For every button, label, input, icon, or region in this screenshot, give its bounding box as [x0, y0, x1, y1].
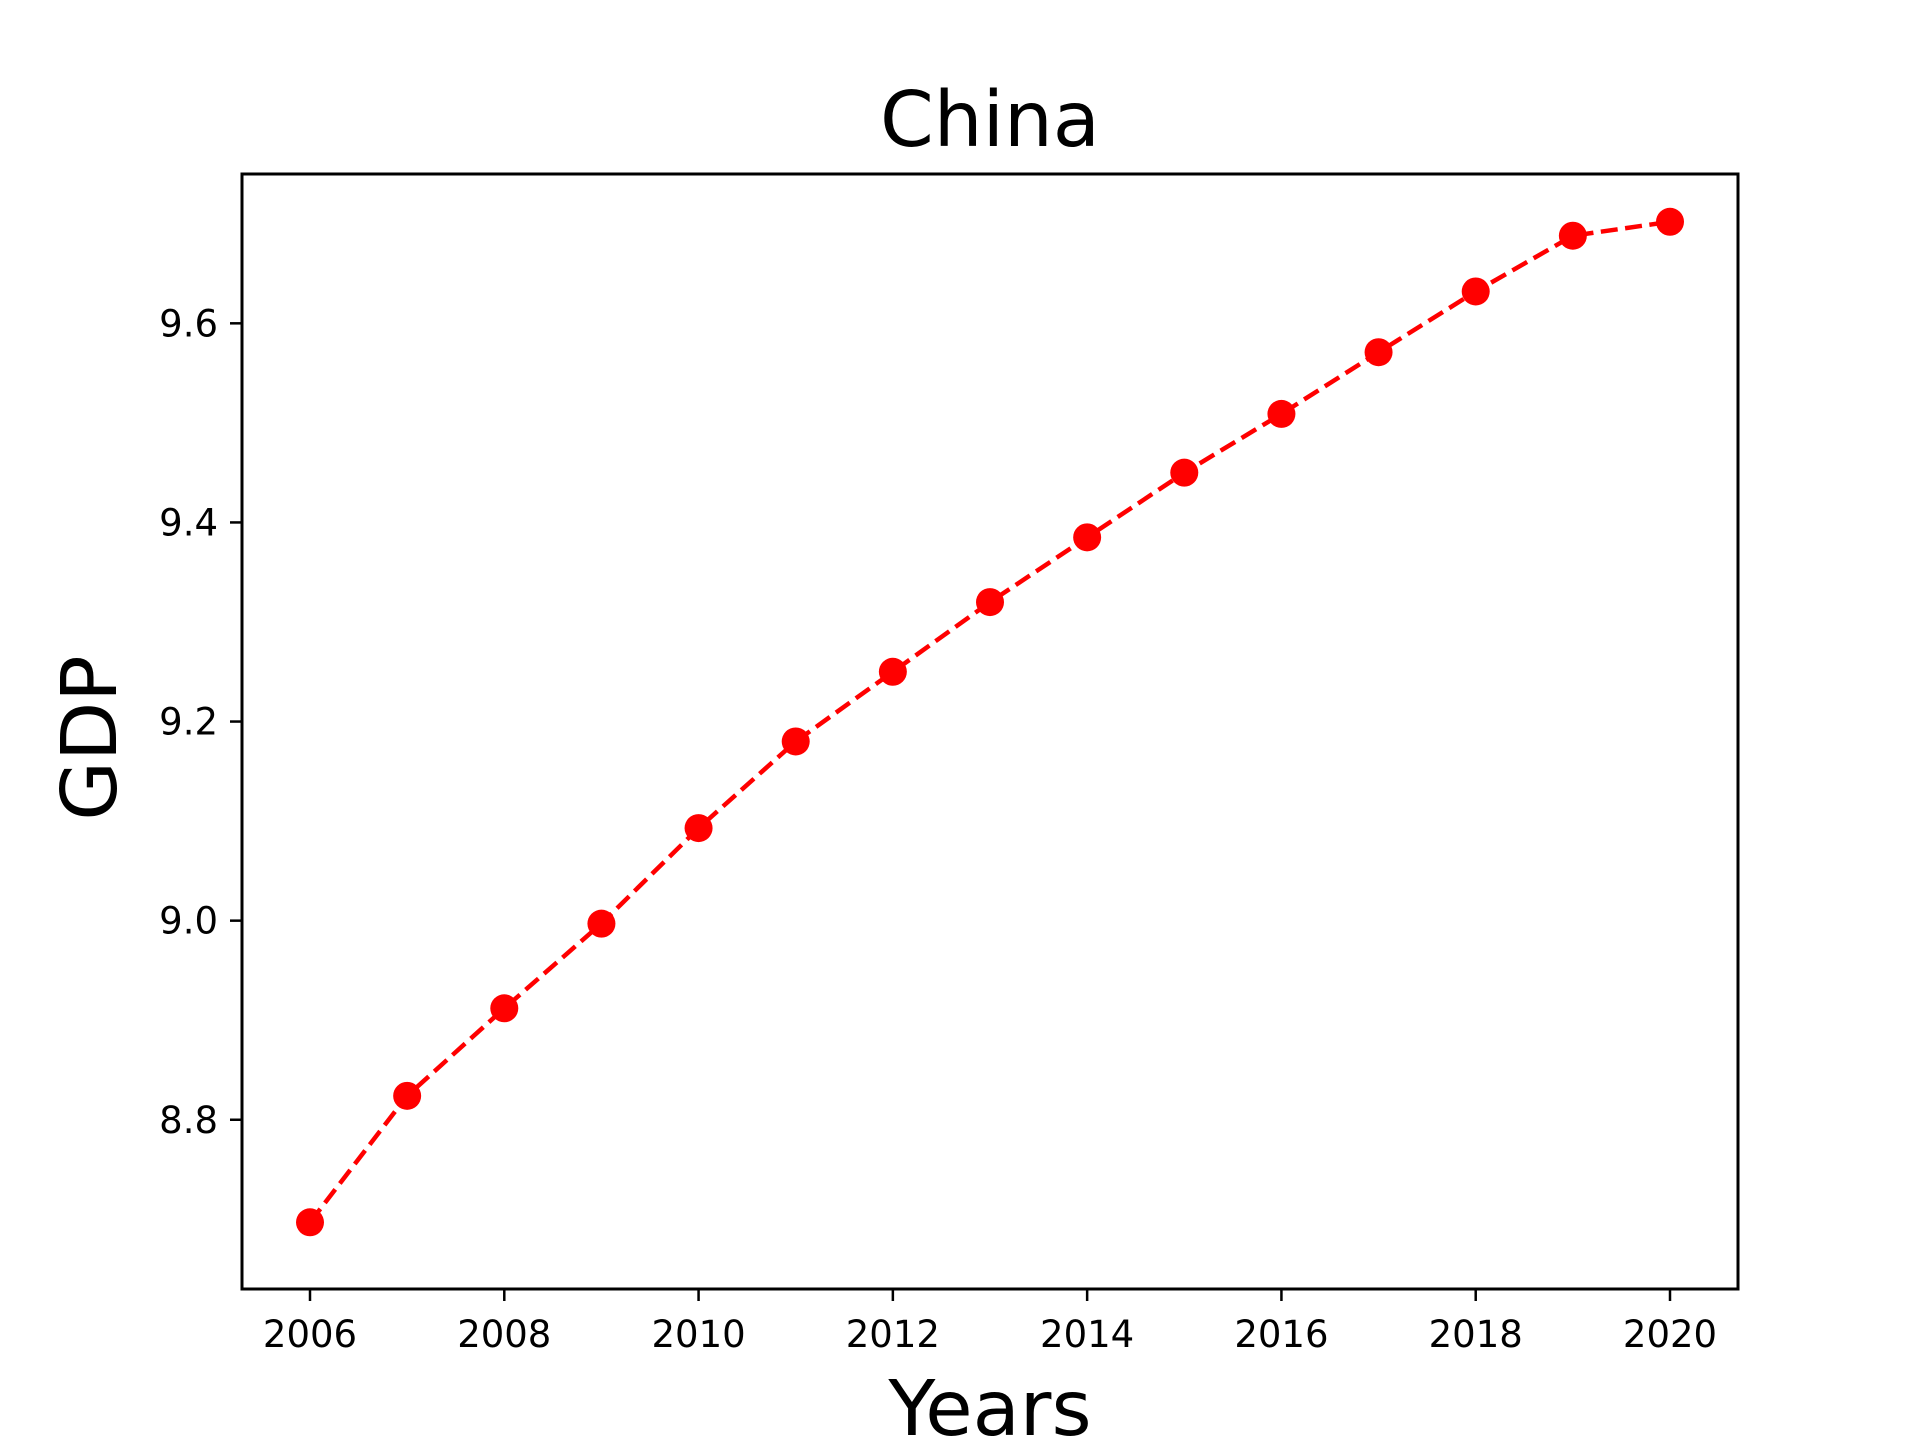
- chart-title: China: [880, 76, 1100, 165]
- x-axis: 2006 2008 2010 2012 2014 2016 2018 2020: [263, 1289, 1717, 1356]
- data-point: [1558, 221, 1587, 250]
- y-tick-label: 8.8: [159, 1099, 218, 1142]
- y-axis: 8.8 9.0 9.2 9.4 9.6: [159, 302, 242, 1142]
- data-point: [393, 1081, 422, 1110]
- series-layer: [296, 207, 1684, 1237]
- data-point: [1461, 277, 1490, 306]
- data-point: [296, 1208, 324, 1237]
- y-tick-label: 9.6: [159, 302, 218, 345]
- y-axis-title: GDP: [46, 655, 135, 820]
- data-point: [1656, 207, 1684, 236]
- plot-border: [240, 172, 1740, 1291]
- data-point: [976, 588, 1004, 617]
- y-tick-label: 9.4: [159, 501, 218, 544]
- y-tick-label: 9.0: [159, 900, 218, 943]
- plot-frame: [240, 172, 1740, 1291]
- x-tick-label: 2010: [651, 1313, 745, 1356]
- data-point: [587, 909, 616, 938]
- x-tick-label: 2016: [1234, 1313, 1328, 1356]
- data-point: [684, 814, 713, 843]
- x-tick-label: 2020: [1623, 1313, 1717, 1356]
- series-line: [308, 219, 1671, 1224]
- data-point: [1170, 458, 1199, 487]
- y-tick-label: 9.2: [159, 701, 218, 744]
- data-point: [490, 994, 519, 1023]
- data-point: [781, 727, 810, 756]
- x-tick-label: 2018: [1429, 1313, 1523, 1356]
- x-tick-label: 2006: [263, 1313, 357, 1356]
- x-tick-label: 2012: [846, 1313, 940, 1356]
- data-point: [1267, 399, 1296, 428]
- x-tick-label: 2008: [457, 1313, 551, 1356]
- x-tick-label: 2014: [1040, 1313, 1134, 1356]
- data-point: [878, 657, 907, 686]
- data-point: [1364, 338, 1393, 367]
- x-axis-title: Years: [887, 1365, 1091, 1440]
- data-point: [1073, 523, 1102, 552]
